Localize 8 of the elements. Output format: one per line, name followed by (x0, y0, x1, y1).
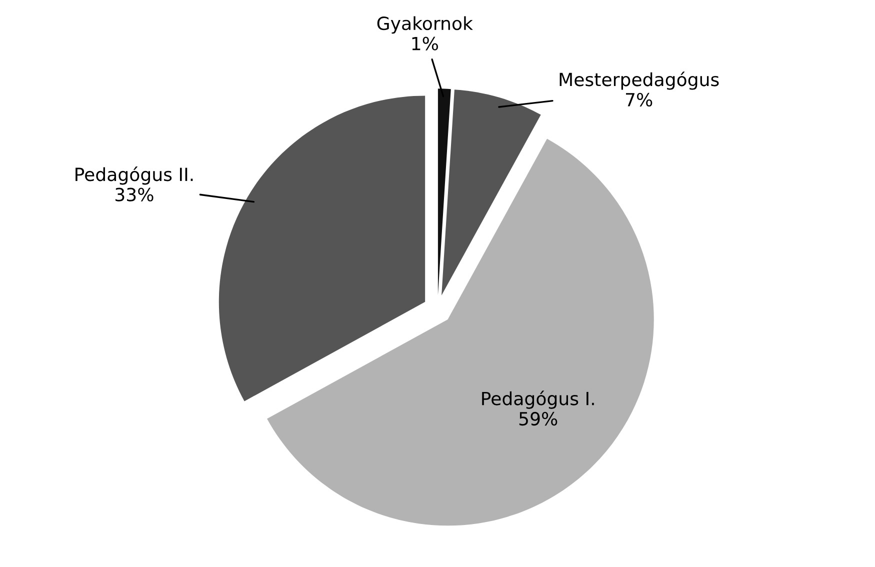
data-label: 33% (116, 188, 154, 202)
data-label: 59% (519, 412, 558, 426)
data-label: 1% (412, 36, 438, 50)
slice-label: Gyakornok (377, 16, 473, 34)
data-label: 7% (626, 92, 652, 107)
slice-label: Pedagógus II. (76, 166, 193, 185)
slice-label: Mesterpedagógus (560, 72, 719, 90)
slice-label: Pedagógus I. (482, 390, 594, 409)
